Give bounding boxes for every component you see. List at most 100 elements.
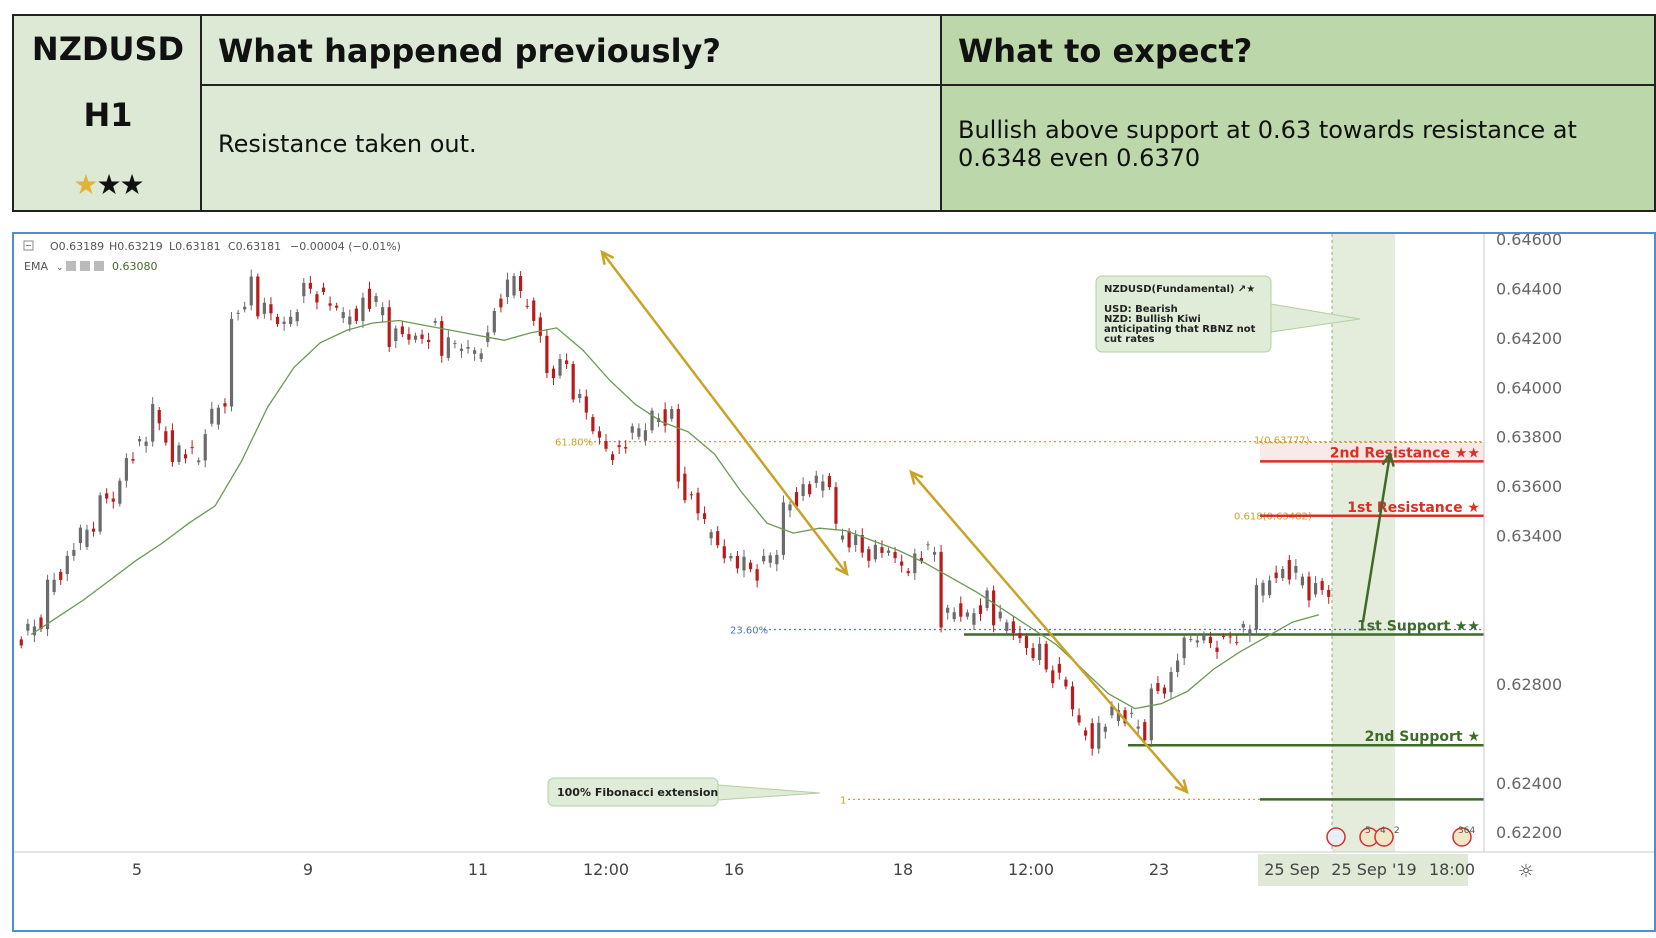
expect-text: Bullish above support at 0.63 towards re…: [958, 116, 1577, 172]
candle-body: [394, 328, 398, 342]
candle-body: [348, 316, 352, 325]
ohlc-low: L0.63181: [169, 240, 221, 253]
candle-body: [111, 498, 115, 502]
arrow-fib-2-head: [909, 469, 924, 485]
candle-body: [617, 445, 621, 448]
candle-body: [1228, 636, 1232, 638]
expect-header-cell: What to expect?: [942, 16, 1654, 86]
candle-body: [545, 335, 549, 374]
x-tick-label: 25 Sep: [1264, 860, 1320, 879]
candle-body: [610, 454, 615, 461]
ema-label[interactable]: EMA: [24, 260, 48, 273]
candle-body: [144, 441, 148, 446]
candle-body: [249, 276, 253, 306]
candle-body: [275, 316, 280, 324]
fundamental-line: cut rates: [1104, 334, 1155, 345]
candle-body: [670, 409, 674, 419]
calendar-icons[interactable]: 5 4 2 364: [1326, 826, 1475, 847]
candle-body: [689, 494, 694, 496]
candle-body: [1313, 583, 1318, 595]
candle-body: [630, 426, 634, 433]
close-icon[interactable]: [94, 261, 104, 271]
candle-body: [801, 484, 805, 497]
rating-stars: ★★★: [14, 168, 202, 201]
candle-body: [164, 431, 168, 443]
fundamental-title: NZDUSD(Fundamental) ↗★: [1104, 284, 1255, 295]
nz-flag-icon[interactable]: [1326, 827, 1346, 847]
candle-body: [965, 612, 969, 617]
candle-body: [913, 553, 917, 574]
candle-body: [453, 343, 457, 345]
candle-body: [972, 613, 976, 625]
timeframe-label: H1: [83, 96, 133, 134]
arrows: [600, 249, 1395, 795]
candle-body: [321, 287, 326, 292]
candle-body: [1024, 636, 1029, 649]
candle-body: [1241, 623, 1245, 628]
visibility-icon[interactable]: [66, 261, 76, 271]
ohlc-open: O0.63189: [50, 240, 104, 253]
candle-body: [105, 493, 109, 499]
candle-body: [794, 492, 799, 507]
candle-body: [387, 307, 391, 347]
candle-body: [1156, 683, 1160, 692]
settings-icon[interactable]: [80, 261, 90, 271]
arrow-fib-1: [601, 251, 848, 575]
candle-body: [604, 441, 608, 449]
time-axis-highlight: [1258, 854, 1468, 886]
ema-value: 0.63080: [112, 260, 158, 273]
candle-body: [755, 569, 759, 581]
candle-body: [52, 579, 56, 593]
candle-body: [939, 551, 943, 628]
candle-body: [919, 557, 923, 562]
ohlc-change: −0.00004 (−0.01%): [290, 240, 401, 253]
candle-body: [827, 476, 831, 488]
y-tick-label: 0.62800: [1496, 675, 1562, 694]
candle-body: [1011, 621, 1015, 633]
candle-body: [85, 529, 89, 547]
candle-body: [446, 337, 450, 358]
candle-body: [1116, 710, 1121, 722]
candle-body: [880, 547, 884, 553]
chart-panel[interactable]: 61.80%23.60%11(0.63777)0.618(0.63482) 0.…: [12, 232, 1656, 932]
candle-body: [946, 607, 950, 613]
x-tick-label: 16: [724, 860, 744, 879]
candle-body: [420, 334, 424, 339]
symbol-cell: NZDUSD H1 ★★★: [14, 16, 202, 210]
prev-title: What happened previously?: [218, 32, 721, 70]
candle-body: [512, 276, 516, 296]
candle-body: [1103, 726, 1107, 732]
candle-body: [886, 550, 891, 553]
candle-body: [840, 535, 845, 540]
candle-body: [256, 276, 260, 317]
us-flag-icon[interactable]: [1374, 827, 1394, 847]
candle-body: [282, 321, 286, 324]
level-name-label: 2nd Resistance ★★: [1330, 445, 1480, 461]
candle-body: [367, 288, 372, 309]
fundamental-note: NZDUSD(Fundamental) ↗★ USD: Bearish NZD:…: [1095, 275, 1361, 353]
candle-body: [473, 350, 477, 354]
candle-body: [1176, 660, 1180, 673]
us-flag-icon[interactable]: [1452, 827, 1472, 847]
candle-body: [361, 297, 365, 322]
price-chart[interactable]: 61.80%23.60%11(0.63777)0.618(0.63482) 0.…: [14, 234, 1654, 930]
candle-body: [1221, 636, 1226, 638]
candle-body: [624, 447, 628, 449]
candle-body: [1143, 722, 1147, 741]
y-tick-label: 0.64400: [1496, 279, 1562, 298]
candle-body: [906, 571, 910, 574]
candle-body: [381, 307, 385, 316]
ohlc-high: H0.63219: [109, 240, 163, 253]
expect-title: What to expect?: [958, 32, 1253, 70]
candle-body: [157, 410, 161, 424]
chevron-down-icon[interactable]: ⌄: [56, 263, 64, 273]
gear-icon: ☼: [1518, 861, 1534, 882]
candle-body: [578, 393, 582, 399]
candle-body: [1097, 722, 1101, 749]
candle-body: [650, 410, 654, 431]
collapse-icon[interactable]: [23, 240, 34, 251]
candle-body: [551, 368, 556, 379]
candle-body: [1051, 670, 1055, 684]
y-tick-label: 0.62400: [1496, 774, 1562, 793]
candle-body: [1123, 710, 1127, 724]
